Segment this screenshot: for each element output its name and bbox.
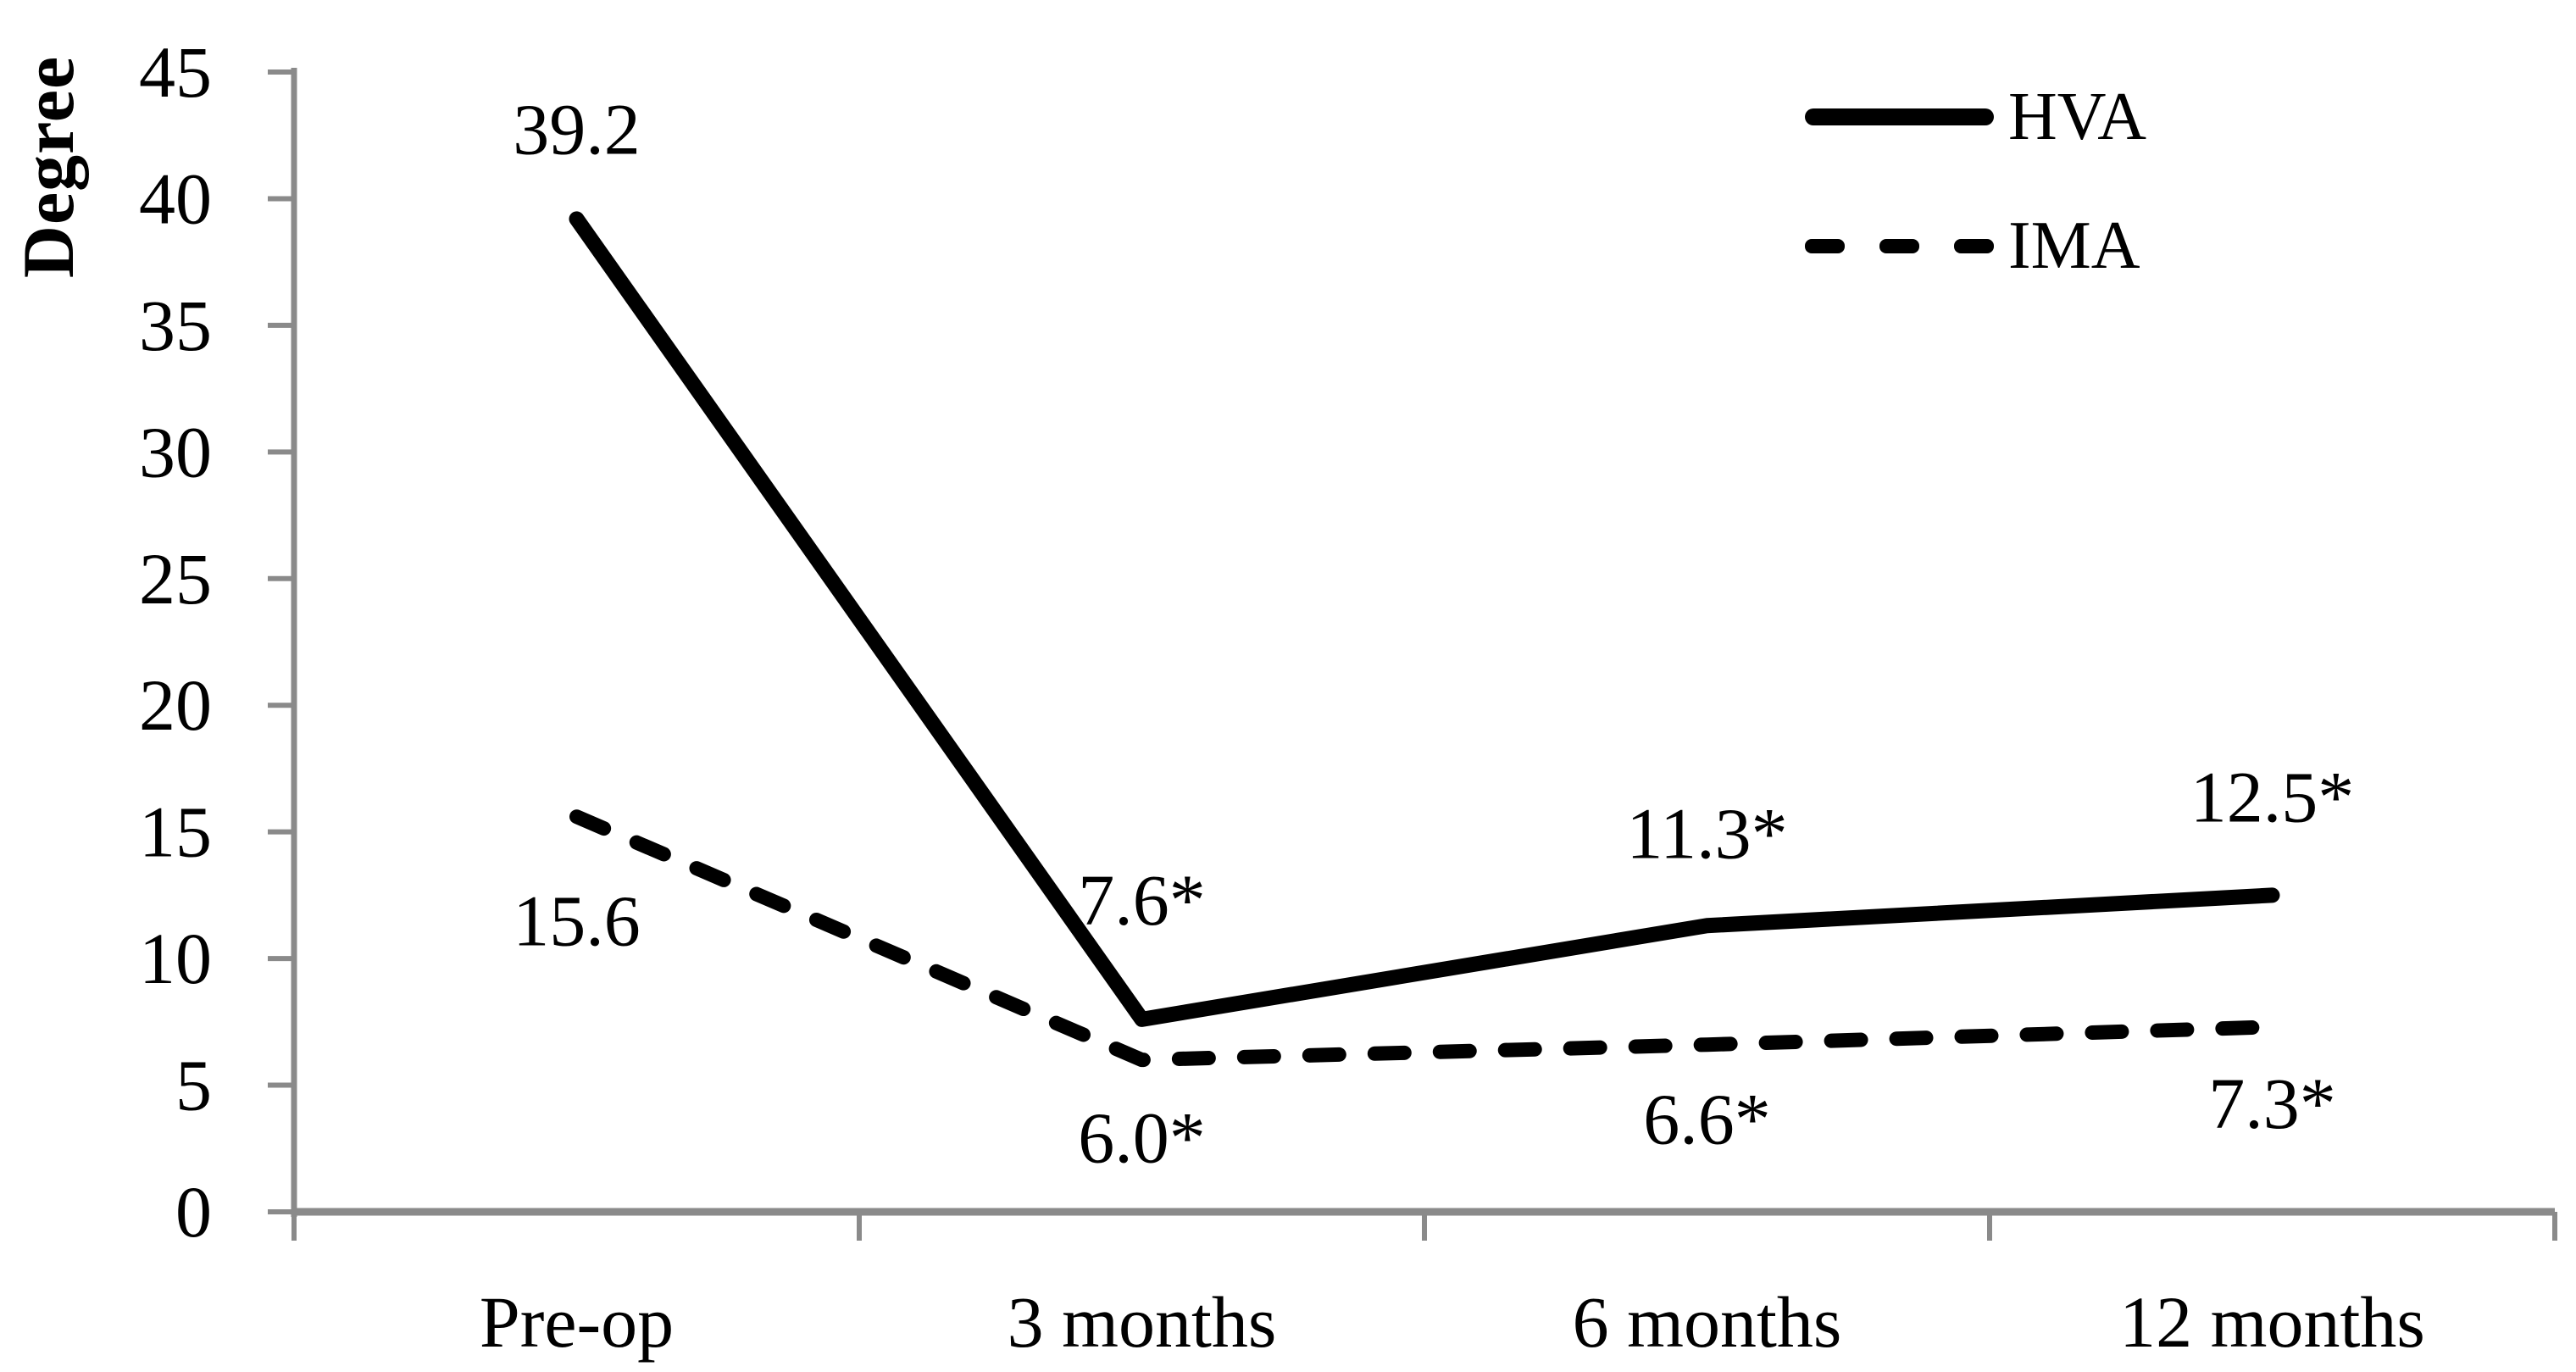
y-tick-label: 5 xyxy=(175,1045,212,1126)
legend: HVA IMA xyxy=(1805,83,2146,280)
series-line-hva xyxy=(569,211,2280,1027)
y-tick-label: 25 xyxy=(139,538,212,619)
y-tick-label: 20 xyxy=(139,664,212,746)
legend-item-hva: HVA xyxy=(1805,83,2146,151)
hva-solid-line-icon xyxy=(1805,108,1994,125)
y-tick-label: 35 xyxy=(139,285,212,366)
series-line-ima xyxy=(569,809,2279,1068)
category-label: 12 months xyxy=(2119,1281,2425,1363)
ima-dashed-line-icon xyxy=(1805,238,1994,253)
y-axis-title: Degree xyxy=(8,55,89,279)
y-tick-label: 30 xyxy=(139,411,212,492)
data-label-hva: 12.5* xyxy=(2190,756,2355,837)
y-tick-label: 10 xyxy=(139,918,212,999)
category-label: Pre-op xyxy=(480,1281,674,1363)
y-tick-label: 0 xyxy=(175,1171,212,1253)
y-tick-label: 15 xyxy=(139,792,212,873)
data-label-hva: 39.2 xyxy=(513,88,641,169)
legend-label-hva: HVA xyxy=(2008,80,2147,154)
data-label-ima: 15.6 xyxy=(513,880,641,962)
data-label-ima: 6.6* xyxy=(1643,1079,1771,1160)
data-label-ima: 7.3* xyxy=(2208,1063,2336,1144)
data-label-hva: 11.3* xyxy=(1626,792,1787,874)
category-label: 6 months xyxy=(1573,1281,1842,1363)
y-tick-label: 45 xyxy=(139,31,212,113)
category-label: 3 months xyxy=(1008,1281,1277,1363)
data-label-hva: 7.6* xyxy=(1078,859,1206,941)
data-label-ima: 6.0* xyxy=(1078,1097,1206,1179)
legend-label-ima: IMA xyxy=(2008,208,2140,283)
y-tick-label: 40 xyxy=(139,158,212,239)
legend-item-ima: IMA xyxy=(1805,212,2146,280)
